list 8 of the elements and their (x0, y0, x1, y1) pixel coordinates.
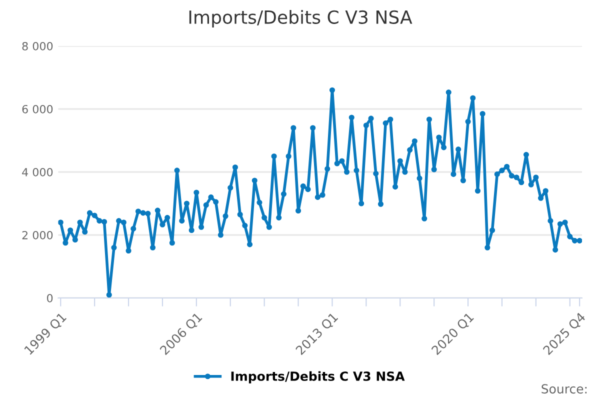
legend-label: Imports/Debits C V3 NSA (231, 371, 405, 384)
y-tick-label: 4 000 (22, 168, 53, 176)
y-tick-label: 6 000 (22, 104, 53, 114)
source-note: Source: (542, 384, 587, 394)
y-tick-label: 0 (47, 294, 53, 302)
y-tick-label: 2 000 (22, 230, 53, 240)
y-tick-label: 8 000 (22, 42, 53, 50)
chart-title: Imports/Debits C V3 NSA (189, 10, 412, 28)
